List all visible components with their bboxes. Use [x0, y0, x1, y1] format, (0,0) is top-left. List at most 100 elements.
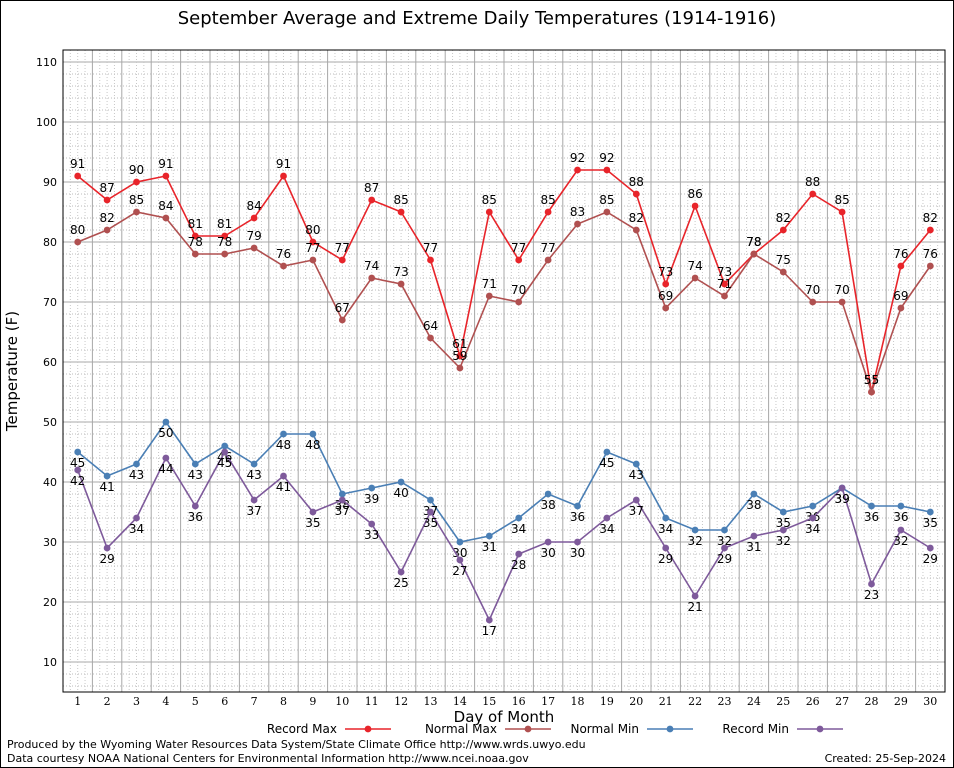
x-tick-label: 22 [688, 695, 702, 708]
data-point [779, 226, 787, 234]
x-tick-label: 28 [865, 695, 879, 708]
data-point [691, 202, 699, 210]
data-label: 69 [893, 289, 908, 303]
data-label: 30 [452, 546, 467, 560]
data-label: 81 [188, 217, 203, 231]
y-tick-label: 20 [43, 596, 57, 609]
y-tick-label: 60 [43, 356, 57, 369]
data-label: 34 [599, 522, 614, 536]
data-point [309, 238, 317, 246]
data-label: 77 [423, 241, 438, 255]
x-tick-label: 3 [133, 695, 140, 708]
data-label: 48 [305, 438, 320, 452]
chart-title: September Average and Extreme Daily Temp… [177, 8, 777, 29]
data-label: 34 [511, 522, 526, 536]
data-point [515, 298, 523, 306]
data-point [809, 514, 817, 522]
data-point [456, 556, 464, 564]
data-label: 87 [99, 181, 114, 195]
data-label: 77 [335, 241, 350, 255]
x-tick-label: 30 [923, 695, 937, 708]
data-label: 39 [364, 492, 379, 506]
data-label: 40 [393, 486, 408, 500]
data-point [103, 226, 111, 234]
data-point [868, 388, 875, 396]
data-point [691, 592, 699, 600]
legend-item: Record Min [722, 722, 843, 736]
x-tick-label: 27 [835, 695, 849, 708]
data-label: 70 [805, 283, 820, 297]
data-point [74, 448, 82, 456]
data-point [368, 484, 376, 492]
data-point [691, 526, 699, 534]
data-label: 29 [658, 552, 673, 566]
x-tick-label: 1 [74, 695, 81, 708]
data-point [427, 508, 434, 516]
data-label: 86 [687, 187, 702, 201]
data-label: 31 [746, 540, 761, 554]
data-point [133, 460, 140, 468]
data-point [397, 280, 405, 288]
data-point [397, 478, 405, 486]
legend-marker [816, 725, 824, 733]
data-label: 85 [540, 193, 555, 207]
data-point [368, 274, 376, 282]
series-line [77, 169, 931, 393]
data-label: 29 [923, 552, 938, 566]
data-point [721, 280, 728, 288]
data-point [632, 190, 640, 198]
data-point [280, 172, 287, 180]
data-label: 78 [746, 235, 761, 249]
data-label: 37 [246, 504, 261, 518]
data-label: 77 [540, 241, 555, 255]
x-tick-label: 9 [309, 695, 316, 708]
series-line [76, 450, 931, 622]
data-label: 82 [776, 211, 791, 225]
data-label: 34 [805, 522, 820, 536]
data-point [103, 472, 111, 480]
data-label: 79 [246, 229, 261, 243]
data-point [603, 448, 611, 456]
data-point [162, 418, 170, 426]
data-point [427, 496, 434, 504]
data-point [456, 352, 464, 360]
data-point [544, 490, 552, 498]
data-label: 82 [629, 211, 644, 225]
data-label: 92 [599, 151, 614, 165]
footer-data-courtesy: Data courtesy NOAA National Centers for … [7, 752, 529, 765]
data-point [397, 568, 405, 576]
data-point [603, 514, 611, 522]
data-point [133, 514, 140, 522]
legend-label: Normal Max [425, 722, 497, 736]
legend-label: Record Min [722, 722, 789, 736]
data-label: 61 [452, 337, 467, 351]
x-tick-label: 24 [747, 695, 761, 708]
data-label: 38 [746, 498, 761, 512]
data-point [191, 250, 199, 258]
data-label: 35 [305, 516, 320, 530]
data-point [74, 466, 82, 474]
data-label: 78 [188, 235, 203, 249]
data-label: 29 [717, 552, 732, 566]
data-point [397, 208, 405, 216]
data-point [779, 508, 787, 516]
data-point [632, 460, 640, 468]
x-tick-label: 10 [335, 695, 349, 708]
data-point [926, 262, 934, 270]
y-tick-label: 50 [43, 416, 57, 429]
data-label: 88 [805, 175, 820, 189]
plot-border [62, 49, 946, 693]
data-point [74, 238, 82, 246]
x-tick-label: 18 [571, 695, 585, 708]
data-label: 88 [629, 175, 644, 189]
data-label: 43 [629, 468, 644, 482]
data-point [250, 496, 258, 504]
data-label: 32 [893, 534, 908, 548]
data-point [162, 454, 170, 462]
data-label: 30 [540, 546, 555, 560]
x-tick-label: 8 [280, 695, 287, 708]
data-label: 48 [276, 438, 291, 452]
data-point [221, 442, 229, 450]
data-point [603, 208, 611, 216]
data-point [750, 250, 758, 258]
